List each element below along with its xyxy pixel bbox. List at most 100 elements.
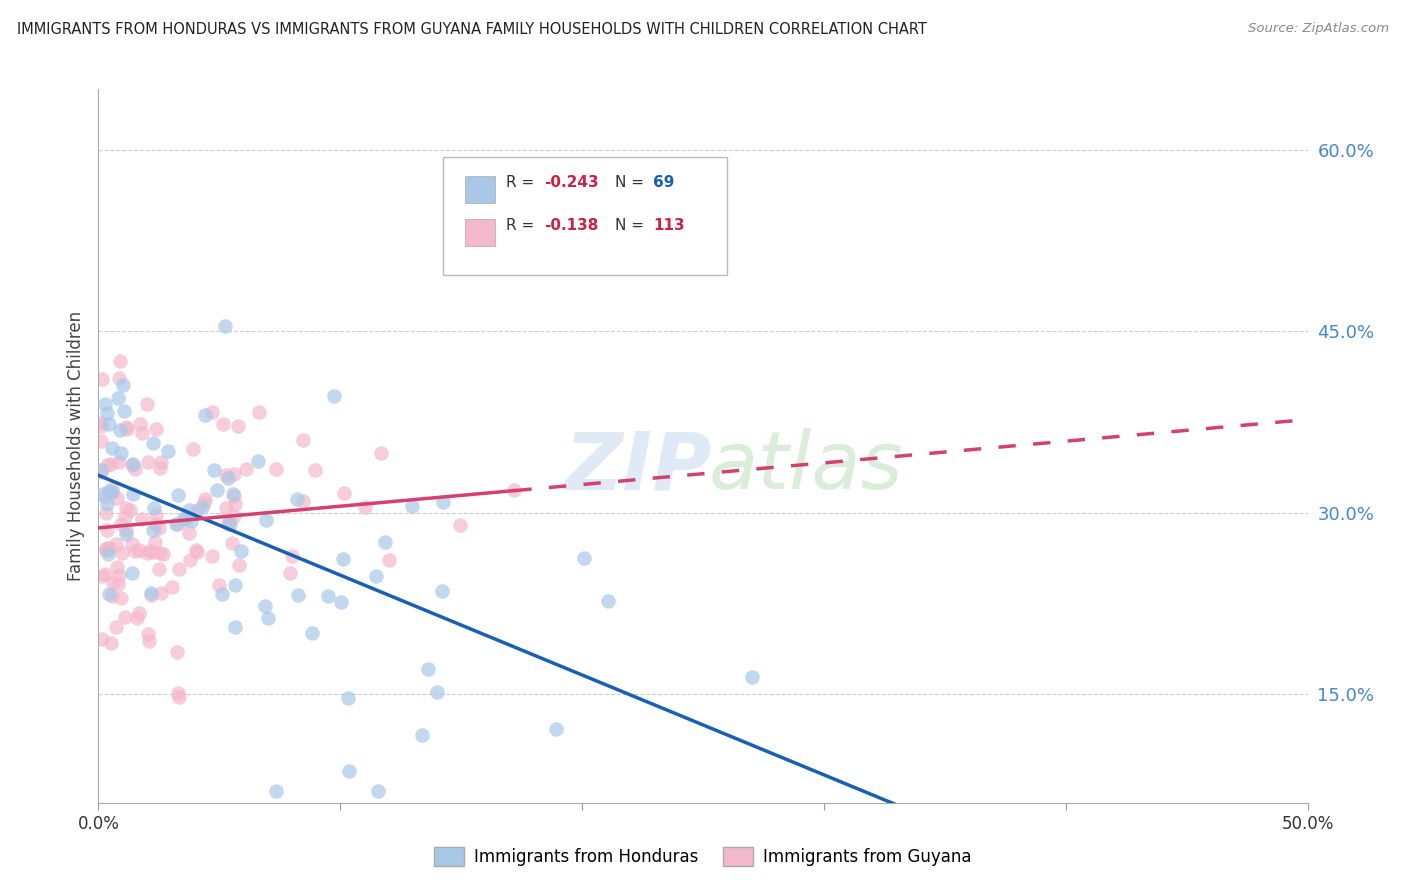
Point <box>114 510 136 524</box>
Point <box>367 783 389 797</box>
Point <box>373 534 395 549</box>
Point <box>186 544 208 558</box>
Point <box>118 503 141 517</box>
Point <box>316 589 339 603</box>
Point <box>207 483 229 497</box>
Point <box>184 542 207 557</box>
Point <box>377 552 399 566</box>
Point <box>98 417 121 432</box>
Point <box>224 497 246 511</box>
Bar <box>465 219 495 246</box>
Point <box>115 523 138 537</box>
Point <box>193 496 215 510</box>
Point <box>98 483 121 498</box>
Point <box>336 690 359 705</box>
Point <box>432 495 454 509</box>
Point <box>304 463 326 477</box>
Point <box>214 318 236 333</box>
Point <box>96 523 118 537</box>
Point <box>180 514 202 528</box>
Point <box>354 500 377 515</box>
Point <box>226 419 249 434</box>
Point <box>281 549 304 564</box>
Point <box>332 551 354 566</box>
Point <box>235 462 257 476</box>
Point <box>253 599 276 613</box>
Legend: Immigrants from Honduras, Immigrants from Guyana: Immigrants from Honduras, Immigrants fro… <box>427 840 979 873</box>
Point <box>128 542 150 557</box>
Point <box>426 684 449 698</box>
Point <box>401 499 423 513</box>
Point <box>111 378 134 392</box>
Point <box>135 546 157 560</box>
Point <box>332 485 354 500</box>
Point <box>90 465 112 479</box>
Point <box>110 516 132 531</box>
Text: IMMIGRANTS FROM HONDURAS VS IMMIGRANTS FROM GUYANA FAMILY HOUSEHOLDS WITH CHILDR: IMMIGRANTS FROM HONDURAS VS IMMIGRANTS F… <box>17 22 927 37</box>
Point <box>264 783 287 797</box>
Point <box>152 547 174 561</box>
Point <box>100 636 122 650</box>
Point <box>503 483 526 497</box>
Point <box>91 371 114 385</box>
Point <box>141 588 163 602</box>
Point <box>221 536 243 550</box>
Point <box>97 547 120 561</box>
Point <box>217 471 239 485</box>
Point <box>90 418 112 433</box>
Point <box>179 525 201 540</box>
Point <box>122 457 145 471</box>
Point <box>292 433 315 447</box>
Point <box>139 585 162 599</box>
Point <box>149 455 172 469</box>
Y-axis label: Family Households with Children: Family Households with Children <box>66 311 84 581</box>
Point <box>222 489 245 503</box>
Point <box>418 662 440 676</box>
Text: 69: 69 <box>654 175 675 190</box>
Text: Source: ZipAtlas.com: Source: ZipAtlas.com <box>1249 22 1389 36</box>
Point <box>98 587 121 601</box>
Point <box>91 632 114 646</box>
Bar <box>465 177 495 203</box>
Point <box>222 508 245 523</box>
Point <box>138 634 160 648</box>
Point <box>167 562 190 576</box>
Point <box>224 467 246 481</box>
Point <box>90 463 112 477</box>
Point <box>114 527 136 541</box>
FancyBboxPatch shape <box>443 157 727 275</box>
Text: -0.243: -0.243 <box>544 175 599 190</box>
Point <box>127 611 149 625</box>
Point <box>90 569 112 583</box>
Point <box>215 501 238 516</box>
Point <box>173 511 195 525</box>
Point <box>181 442 204 456</box>
Point <box>191 500 214 515</box>
Point <box>108 567 131 582</box>
Point <box>129 417 152 431</box>
Point <box>202 463 225 477</box>
Point <box>145 516 167 531</box>
Point <box>177 502 200 516</box>
Point <box>117 422 139 436</box>
Point <box>256 611 278 625</box>
Point <box>167 690 190 705</box>
Point <box>222 486 245 500</box>
Point <box>157 444 180 458</box>
Point <box>112 403 135 417</box>
Point <box>110 423 132 437</box>
Point <box>186 503 208 517</box>
Point <box>121 537 143 551</box>
Point <box>93 567 115 582</box>
Point <box>596 594 619 608</box>
Point <box>218 515 240 529</box>
Point <box>166 645 188 659</box>
Point <box>107 391 129 405</box>
Point <box>148 520 170 534</box>
Point <box>166 686 188 700</box>
Point <box>96 542 118 557</box>
Point <box>108 455 131 469</box>
Point <box>142 523 165 537</box>
Point <box>121 566 143 581</box>
Point <box>96 407 118 421</box>
